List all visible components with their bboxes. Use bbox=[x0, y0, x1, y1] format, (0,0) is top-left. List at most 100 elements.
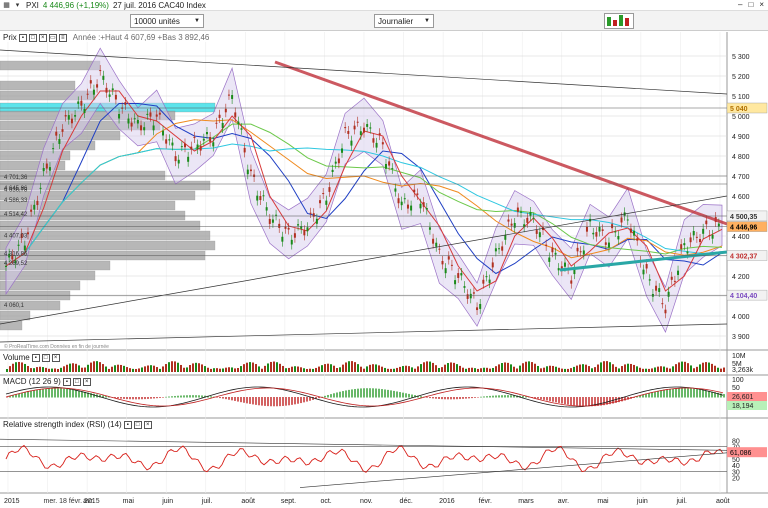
volume-profile-bar bbox=[0, 270, 96, 281]
macd-histogram-bar bbox=[66, 388, 68, 398]
macd-histogram-bar bbox=[189, 395, 191, 398]
macd-histogram-bar bbox=[534, 397, 536, 399]
candle-body bbox=[5, 266, 7, 267]
candle-body bbox=[92, 89, 95, 95]
candle-body bbox=[347, 130, 350, 134]
window-icon[interactable]: □ bbox=[72, 377, 81, 386]
volume-bar bbox=[642, 368, 644, 372]
chevron-down-icon[interactable]: ▾ bbox=[15, 2, 20, 9]
volume-profile-bar bbox=[0, 320, 23, 331]
volume-bar bbox=[348, 361, 350, 372]
macd-histogram-bar bbox=[708, 391, 710, 398]
volume-bar bbox=[234, 368, 236, 372]
candle-body bbox=[435, 242, 438, 247]
volume-unit-select[interactable]: 10000 unités ▼ bbox=[130, 14, 204, 28]
macd-histogram-bar bbox=[582, 397, 584, 407]
window-icon[interactable]: □ bbox=[28, 33, 37, 42]
indicators-button[interactable] bbox=[604, 13, 634, 29]
candle-body bbox=[344, 127, 347, 129]
volume-bar bbox=[414, 368, 416, 372]
volume-tick-label: 5M bbox=[732, 361, 742, 368]
volume-bar bbox=[78, 365, 80, 372]
macd-histogram-bar bbox=[315, 397, 317, 400]
macd-histogram-bar bbox=[723, 394, 725, 398]
candle-body bbox=[664, 309, 667, 314]
volume-bar bbox=[483, 367, 485, 372]
volume-bar bbox=[258, 366, 260, 372]
maximize-button[interactable]: □ bbox=[748, 0, 754, 9]
close-icon[interactable]: × bbox=[143, 420, 152, 429]
window-icon[interactable]: □ bbox=[133, 420, 142, 429]
price-tag-label: 4 302,37 bbox=[730, 254, 757, 261]
volume-bar bbox=[243, 364, 245, 372]
window-icon[interactable]: □ bbox=[41, 353, 50, 362]
macd-histogram-bar bbox=[588, 397, 590, 407]
candle-body bbox=[447, 256, 450, 260]
volume-bar bbox=[168, 362, 170, 372]
volume-bar bbox=[561, 368, 563, 372]
macd-histogram-bar bbox=[720, 393, 722, 398]
minimize-button[interactable]: – bbox=[738, 0, 743, 9]
volume-bar bbox=[162, 366, 164, 372]
candle-body bbox=[526, 217, 529, 223]
macd-histogram-bar bbox=[465, 397, 467, 399]
price-candles bbox=[5, 65, 720, 319]
volume-profile-bar bbox=[0, 150, 71, 161]
candle-body bbox=[535, 230, 538, 234]
settings-icon[interactable]: ▪ bbox=[18, 33, 27, 42]
macd-histogram-bar bbox=[474, 397, 476, 398]
close-icon[interactable]: × bbox=[38, 33, 47, 42]
volume-bar bbox=[621, 366, 623, 372]
volume-bar bbox=[510, 364, 512, 372]
volume-bar bbox=[339, 367, 341, 372]
candle-body bbox=[14, 260, 17, 264]
candle-body bbox=[472, 292, 475, 294]
volume-bar bbox=[630, 363, 632, 372]
close-icon[interactable]: × bbox=[82, 377, 91, 386]
panel-icon[interactable]: ▭ bbox=[48, 33, 57, 42]
volume-bar bbox=[249, 362, 251, 372]
wrench-icon[interactable]: ▪ bbox=[123, 420, 132, 429]
volume-bar bbox=[462, 367, 464, 372]
volume-bar bbox=[528, 361, 530, 372]
period-select[interactable]: Journalier ▼ bbox=[374, 14, 434, 28]
close-button[interactable]: × bbox=[759, 0, 764, 9]
volume-bar bbox=[426, 361, 428, 372]
volume-bar bbox=[531, 362, 533, 372]
macd-histogram-bar bbox=[609, 397, 611, 405]
candle-body bbox=[334, 161, 337, 164]
macd-tick-label: 100 bbox=[732, 377, 744, 384]
volume-bar bbox=[282, 365, 284, 372]
candle-body bbox=[554, 252, 557, 255]
candle-body bbox=[683, 243, 686, 246]
macd-histogram-bar bbox=[48, 388, 50, 398]
volume-bar bbox=[423, 362, 425, 372]
list-icon[interactable]: ≡ bbox=[58, 33, 67, 42]
candle-body bbox=[177, 159, 180, 164]
volume-bar bbox=[30, 368, 32, 372]
date-tick-label: nov. bbox=[360, 498, 373, 505]
macd-histogram-bar bbox=[405, 393, 407, 398]
candle-body bbox=[579, 251, 582, 253]
macd-histogram-bar bbox=[159, 397, 161, 398]
macd-histogram-bar bbox=[60, 388, 62, 398]
volume-bar bbox=[186, 367, 188, 372]
macd-histogram-bar bbox=[411, 394, 413, 398]
candle-body bbox=[118, 113, 121, 119]
wrench-icon[interactable]: ▪ bbox=[31, 353, 40, 362]
candle-body bbox=[633, 230, 636, 236]
macd-histogram-bar bbox=[288, 397, 290, 406]
close-icon[interactable]: × bbox=[51, 353, 60, 362]
price-tick-label: 4 800 bbox=[732, 154, 750, 161]
volume-bar bbox=[372, 364, 374, 372]
macd-histogram-bar bbox=[177, 395, 179, 398]
volume-bar bbox=[102, 364, 104, 372]
macd-histogram-bar bbox=[486, 396, 488, 398]
wrench-icon[interactable]: ▪ bbox=[62, 377, 71, 386]
candle-body bbox=[428, 227, 431, 230]
macd-histogram-bar bbox=[699, 389, 701, 398]
volume-bar bbox=[120, 364, 122, 372]
